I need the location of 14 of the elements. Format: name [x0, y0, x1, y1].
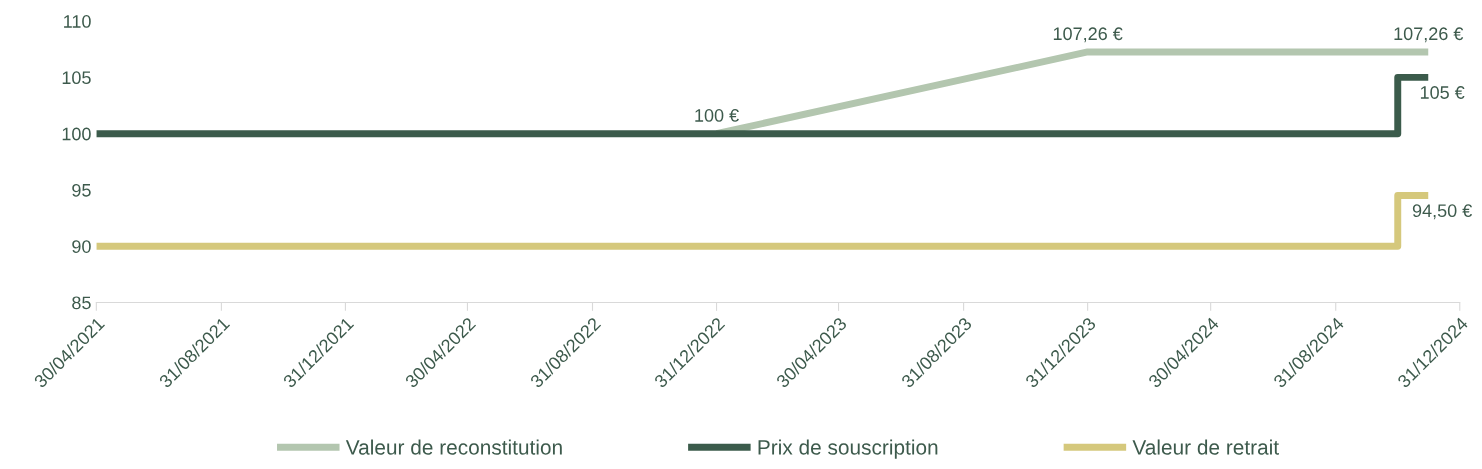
y-tick-label: 90: [72, 240, 91, 253]
y-tick-label: 85: [72, 296, 91, 310]
y-tick-label: 105: [62, 71, 91, 85]
y-tick-label: 95: [72, 183, 91, 197]
legend-label: Prix de souscription: [758, 439, 938, 459]
annotation: 100 €: [695, 109, 739, 122]
y-tick-label: 110: [64, 15, 91, 28]
legend-label: Valeur de retrait: [1132, 439, 1279, 455]
annotation: 107,26 €: [1394, 27, 1464, 43]
legend-label: Valeur de reconstitution: [345, 439, 562, 455]
annotation: 94,50 €: [1412, 204, 1473, 220]
annotation: 107,26 €: [1053, 27, 1123, 43]
annotation: 105 €: [1420, 86, 1465, 99]
y-tick-label: 100: [62, 127, 91, 141]
